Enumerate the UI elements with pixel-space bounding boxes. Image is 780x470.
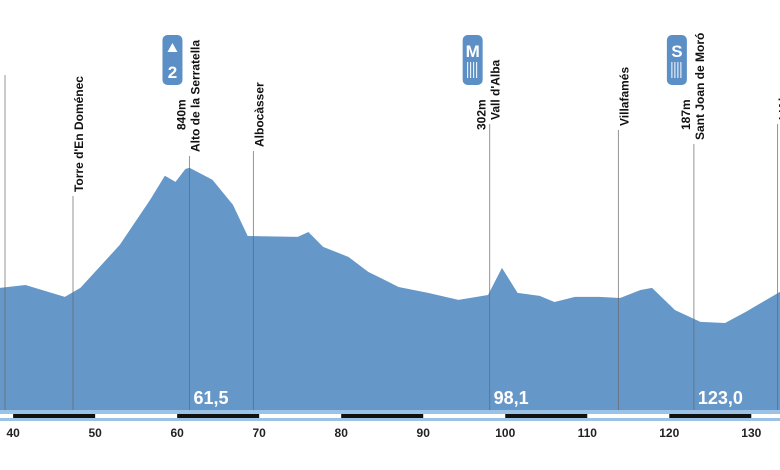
location-name: Villafamés <box>617 67 631 126</box>
altitude-label: 187m <box>679 99 693 130</box>
location-name: L'Alcora <box>777 72 780 120</box>
axis-strip <box>0 418 780 421</box>
location-name: Vall d'Alba <box>489 59 503 120</box>
icon-triangle <box>167 43 178 52</box>
axis-segment <box>341 414 424 418</box>
location-name: Torre d'En Doménec <box>72 76 86 192</box>
axis-segment <box>505 414 588 418</box>
x-tick-label: 100 <box>495 426 515 440</box>
x-tick-label: 50 <box>88 426 102 440</box>
profile-area <box>0 167 780 410</box>
axis-segment <box>13 414 96 418</box>
km-label: 98,1 <box>494 388 529 408</box>
x-tick-label: 60 <box>170 426 184 440</box>
axis-segment <box>669 414 752 418</box>
x-tick-label: 70 <box>253 426 267 440</box>
x-tick-label: 80 <box>335 426 349 440</box>
icon-text: 2 <box>168 63 177 82</box>
location-name: Alto de la Serratella <box>188 40 202 152</box>
altitude-label: 302m <box>475 99 489 130</box>
axis-segment <box>177 414 260 418</box>
location-name: Sant Joan de Moró <box>693 33 707 140</box>
icon-text: S <box>671 42 682 61</box>
km-label: 123,0 <box>698 388 743 408</box>
x-tick-label: 120 <box>659 426 679 440</box>
x-tick-label: 130 <box>741 426 761 440</box>
x-tick-label: 110 <box>578 426 598 440</box>
km-label: 61,5 <box>193 388 228 408</box>
icon-badge <box>162 35 183 85</box>
x-tick-label: 40 <box>6 426 20 440</box>
altitude-label: 840m <box>174 99 188 130</box>
location-name: Albocàsser <box>252 82 266 147</box>
x-tick-label: 90 <box>417 426 431 440</box>
icon-text: M <box>466 42 480 61</box>
axis-strip <box>0 410 780 414</box>
